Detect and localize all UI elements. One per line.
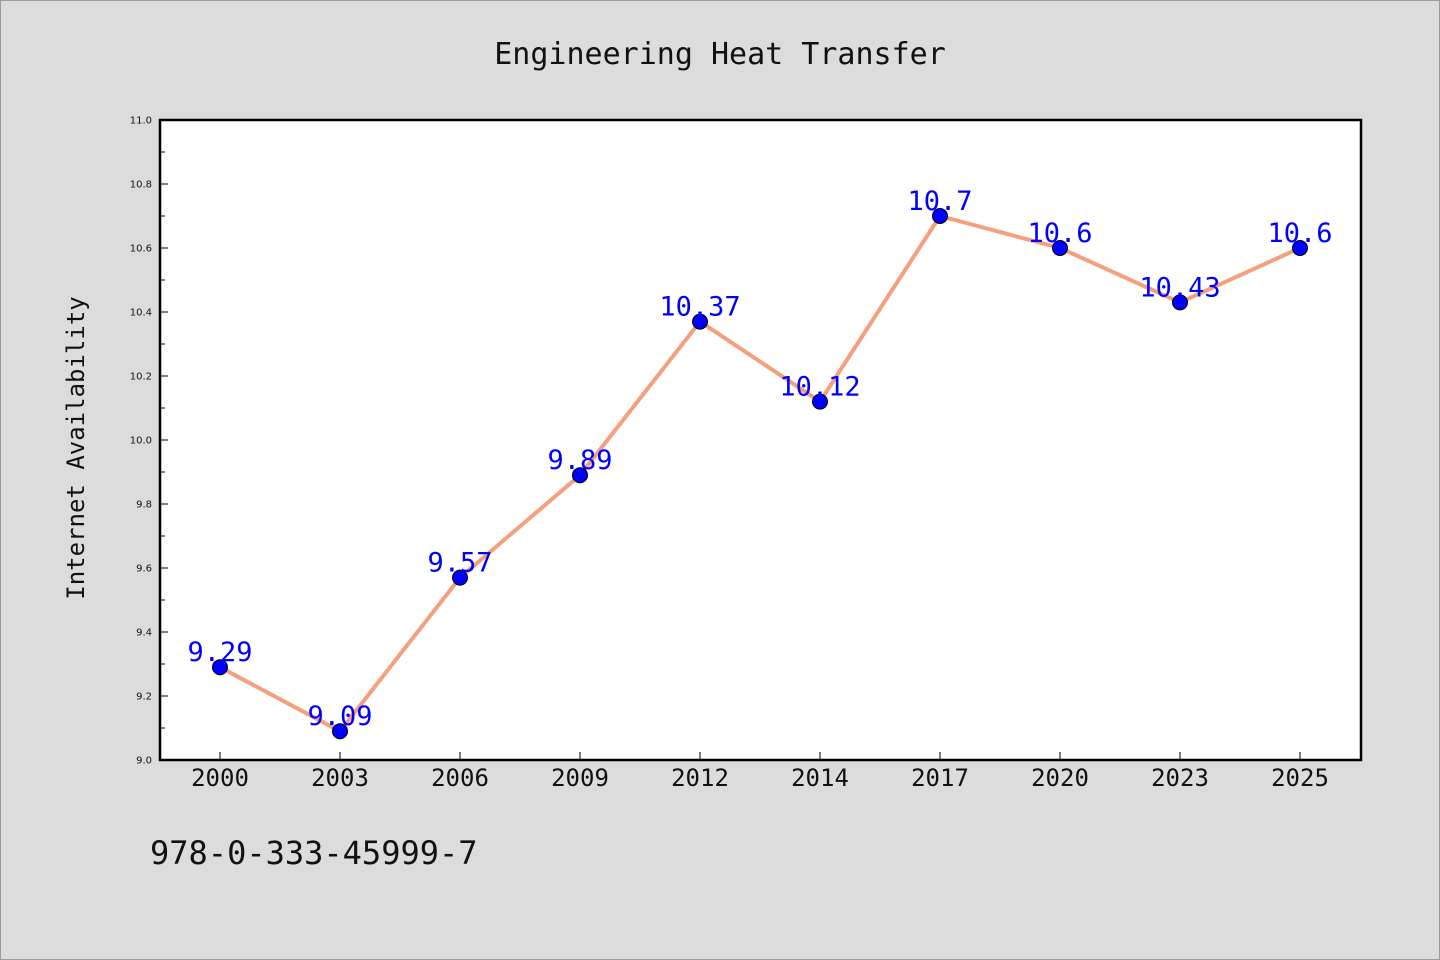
- data-point: [932, 208, 948, 224]
- x-tick-label: 2014: [791, 764, 849, 792]
- data-point: [1292, 240, 1308, 256]
- data-label: 9.29: [187, 637, 252, 668]
- x-tick-label: 2006: [431, 764, 489, 792]
- series-group: [212, 208, 1308, 740]
- data-label: 10.37: [659, 292, 740, 323]
- y-tick-label: 9.8: [136, 500, 152, 511]
- data-label-group: 9.29 9.09 9.57 9.89 10.37 10.12 10.7 10.6 10.43 1…: [187, 186, 1332, 732]
- x-tick-label: 2017: [911, 764, 969, 792]
- data-label: 10.6: [1267, 218, 1332, 249]
- data-point: [332, 723, 348, 740]
- y-tick-label: 10.8: [130, 180, 152, 191]
- y-tick-label: 9.2: [136, 692, 152, 703]
- data-point: [1052, 240, 1068, 256]
- data-label: 10.12: [779, 372, 860, 403]
- x-tick-label: 2000: [191, 764, 249, 792]
- y-axis-label: Internet Availability: [62, 296, 90, 599]
- data-label: 10.7: [907, 186, 972, 217]
- data-point: [572, 467, 588, 484]
- data-label: 9.89: [547, 445, 612, 476]
- x-tick-label: 2009: [551, 764, 609, 792]
- data-point: [1172, 294, 1188, 311]
- y-tick-label: 9.0: [136, 756, 152, 767]
- y-tick-label: 10.6: [130, 244, 152, 255]
- y-axis-ticks: 9.0 9.2 9.4 9.6 9.8 10.0 10.2 10.4 10.6 10.8 11.0: [130, 116, 168, 767]
- plot-border: [158, 118, 1363, 762]
- x-tick-label: 2025: [1271, 764, 1329, 792]
- x-tick-label: 2012: [671, 764, 729, 792]
- isbn-footer: 978-0-333-45999-7: [150, 834, 478, 872]
- y-tick-label: 10.4: [130, 308, 152, 319]
- data-label: 10.43: [1139, 272, 1220, 303]
- x-tick-label: 2003: [311, 764, 369, 792]
- y-tick-label: 9.6: [136, 564, 152, 575]
- data-label: 9.57: [427, 548, 492, 579]
- data-point: [812, 393, 828, 410]
- data-point: [452, 569, 468, 586]
- chart-title: Engineering Heat Transfer: [494, 37, 946, 72]
- data-point: [212, 659, 228, 676]
- x-tick-label: 2023: [1151, 764, 1209, 792]
- data-label: 9.09: [307, 701, 372, 732]
- data-point: [692, 313, 708, 330]
- y-tick-label: 11.0: [130, 116, 152, 127]
- series-line: [218, 214, 1302, 734]
- y-tick-label: 10.2: [130, 372, 152, 383]
- x-axis-ticks: 2000 2003 2006 2009 2012 2014 2017 2020 2023 2025: [191, 752, 1329, 792]
- data-label: 10.6: [1027, 218, 1092, 249]
- x-tick-label: 2020: [1031, 764, 1089, 792]
- plot-area: [160, 120, 1361, 760]
- y-tick-label: 9.4: [136, 628, 152, 639]
- y-tick-label: 10.0: [130, 436, 152, 447]
